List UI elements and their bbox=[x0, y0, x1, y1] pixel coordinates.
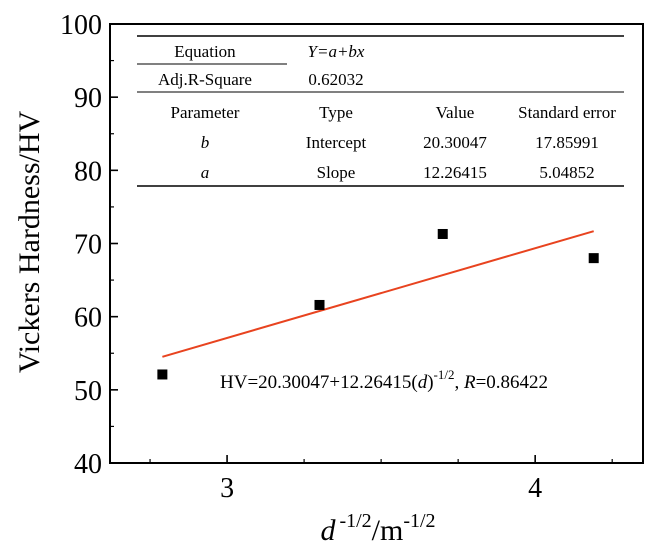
fit-equation-r-value: =0.86422 bbox=[476, 372, 548, 393]
y-axis-label: Vickers Hardness/HV bbox=[13, 111, 46, 374]
table-cell: b bbox=[201, 133, 210, 152]
data-point bbox=[314, 299, 325, 310]
table-cell: 20.30047 bbox=[423, 133, 487, 152]
y-tick-label: 70 bbox=[74, 230, 102, 261]
table-cell: 17.85991 bbox=[535, 133, 599, 152]
fit-equation-prefix: HV=20.30047+12.26415( bbox=[220, 372, 418, 393]
y-tick-label: 100 bbox=[60, 10, 102, 41]
table-cell: Value bbox=[436, 103, 475, 122]
y-tick-label: 50 bbox=[74, 376, 102, 407]
y-tick-label: 80 bbox=[74, 156, 102, 187]
table-cell: Standard error bbox=[518, 103, 616, 122]
table-cell: 12.26415 bbox=[423, 163, 487, 182]
table-cell: Slope bbox=[317, 163, 356, 182]
data-point bbox=[437, 228, 448, 239]
data-point bbox=[588, 253, 599, 264]
fit-line bbox=[162, 230, 594, 358]
table-cell: a bbox=[201, 163, 210, 182]
x-tick-label: 3 bbox=[220, 473, 234, 504]
fit-table: Equation Y=a+bx Adj.R-Square 0.62032 Paramet… bbox=[137, 35, 624, 187]
x-axis-label-var: d bbox=[320, 514, 336, 547]
axes bbox=[109, 23, 644, 464]
table-cell: 0.62032 bbox=[308, 70, 363, 89]
x-axis-label-var-exponent: -1/2 bbox=[339, 510, 371, 532]
table-cell: Intercept bbox=[306, 133, 367, 152]
table-cell: 5.04852 bbox=[539, 163, 594, 182]
x-tick-label: 4 bbox=[528, 473, 542, 504]
table-cell: Adj.R-Square bbox=[158, 70, 252, 89]
table-cell: Type bbox=[319, 103, 353, 122]
fit-equation: HV=20.30047+12.26415(d)-1/2, R=0.86422 bbox=[220, 367, 548, 393]
data-point bbox=[157, 369, 168, 380]
data-points bbox=[157, 228, 599, 380]
fit-equation-close: ) bbox=[427, 372, 433, 393]
table-cell: Y=a+bx bbox=[308, 42, 365, 61]
x-axis-label: d -1/2/m-1/2 bbox=[320, 510, 435, 547]
fit-line-group bbox=[162, 230, 594, 358]
x-axis-label-unit: /m bbox=[372, 514, 404, 547]
fit-equation-sep: , bbox=[454, 372, 464, 393]
tick-marks bbox=[110, 23, 613, 464]
y-tick-label: 40 bbox=[74, 449, 102, 480]
x-axis-label-unit-exponent: -1/2 bbox=[403, 510, 435, 532]
fit-equation-exponent: -1/2 bbox=[434, 367, 455, 382]
plot-frame bbox=[109, 23, 644, 464]
fit-equation-r-var: R bbox=[463, 372, 476, 393]
y-tick-label: 90 bbox=[74, 83, 102, 114]
table-cell: Equation bbox=[174, 42, 236, 61]
table-cell: Parameter bbox=[171, 103, 240, 122]
fit-equation-var: d bbox=[418, 372, 428, 393]
y-tick-labels: 40 50 60 70 80 90 100 bbox=[60, 10, 102, 480]
y-tick-label: 60 bbox=[74, 303, 102, 334]
